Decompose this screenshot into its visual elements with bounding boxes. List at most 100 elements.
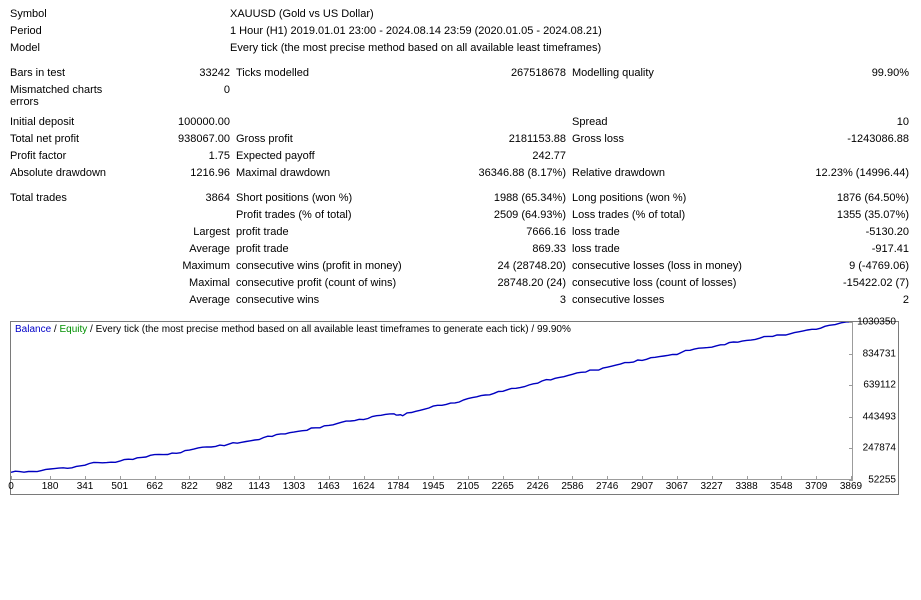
ticks-value: 267518678 xyxy=(446,67,572,79)
chart-y-tick-label: 639112 xyxy=(863,380,896,391)
largest-profit-label: profit trade xyxy=(236,226,446,238)
chart-y-tick-label: 1030350 xyxy=(857,317,896,328)
maximal-label: Maximal xyxy=(130,277,236,289)
long-value: 1876 (64.50%) xyxy=(772,192,911,204)
grossprofit-label: Gross profit xyxy=(236,133,446,145)
consw2-value: 3 xyxy=(446,294,572,306)
consloss-value: -15422.02 (7) xyxy=(772,277,911,289)
chart-x-tick-label: 1945 xyxy=(422,481,444,492)
chart-x-tick-label: 982 xyxy=(216,481,233,492)
chart-x-tick-label: 2426 xyxy=(527,481,549,492)
short-value: 1988 (65.34%) xyxy=(446,192,572,204)
maxdd-value: 36346.88 (8.17%) xyxy=(446,167,572,179)
long-label: Long positions (won %) xyxy=(572,192,772,204)
chart-x-tick-label: 2746 xyxy=(596,481,618,492)
total-value: 3864 xyxy=(130,192,236,204)
period-value: 1 Hour (H1) 2019.01.01 23:00 - 2024.08.1… xyxy=(230,25,911,37)
ep-label: Expected payoff xyxy=(236,150,446,162)
total-label: Total trades xyxy=(10,192,130,204)
chart-x-tick-label: 1463 xyxy=(318,481,340,492)
quality-value: 99.90% xyxy=(772,67,911,79)
reldd-label: Relative drawdown xyxy=(572,167,772,179)
netprofit-value: 938067.00 xyxy=(130,133,236,145)
chart-y-tick-label: 52255 xyxy=(868,475,896,486)
largest-loss-label: loss trade xyxy=(572,226,772,238)
largest-profit-value: 7666.16 xyxy=(446,226,572,238)
chart-x-tick-label: 1303 xyxy=(283,481,305,492)
chart-y-tick-label: 443493 xyxy=(863,411,896,422)
reldd-value: 12.23% (14996.44) xyxy=(772,167,911,179)
chart-x-tick-label: 3709 xyxy=(805,481,827,492)
conslosses-label: consecutive losses (loss in money) xyxy=(572,260,772,272)
chart-x-tick-label: 180 xyxy=(42,481,59,492)
pf-value: 1.75 xyxy=(130,150,236,162)
maxdd-label: Maximal drawdown xyxy=(236,167,446,179)
chart-x-tick-label: 3548 xyxy=(770,481,792,492)
absdd-label: Absolute drawdown xyxy=(10,167,130,179)
chart-y-tick-label: 834731 xyxy=(863,348,896,359)
bars-value: 33242 xyxy=(130,67,236,79)
equity-chart: Balance / Equity / Every tick (the most … xyxy=(10,321,899,495)
chart-x-tick-label: 2265 xyxy=(492,481,514,492)
chart-x-axis: 0180341501662822982114313031463162417841… xyxy=(11,479,853,494)
spread-label: Spread xyxy=(572,116,772,128)
chart-header: Balance / Equity / Every tick (the most … xyxy=(15,324,571,335)
netprofit-label: Total net profit xyxy=(10,133,130,145)
chart-x-tick-label: 822 xyxy=(181,481,198,492)
chart-x-tick-label: 662 xyxy=(146,481,163,492)
chart-equity-label: Equity xyxy=(59,324,87,335)
ltrades-label: Loss trades (% of total) xyxy=(572,209,772,221)
ticks-label: Ticks modelled xyxy=(236,67,446,79)
consprofit-label: consecutive profit (count of wins) xyxy=(236,277,446,289)
consl2-value: 2 xyxy=(772,294,911,306)
strategy-report: Symbol XAUUSD (Gold vs US Dollar) Period… xyxy=(10,8,911,495)
model-value: Every tick (the most precise method base… xyxy=(230,42,911,54)
chart-x-tick-label: 1784 xyxy=(387,481,409,492)
conswins-value: 24 (28748.20) xyxy=(446,260,572,272)
bars-label: Bars in test xyxy=(10,67,130,79)
initdep-label: Initial deposit xyxy=(10,116,130,128)
ptrades-label: Profit trades (% of total) xyxy=(236,209,446,221)
ptrades-value: 2509 (64.93%) xyxy=(446,209,572,221)
ep-value: 242.77 xyxy=(446,150,572,162)
conslosses-value: 9 (-4769.06) xyxy=(772,260,911,272)
mismatch-value: 0 xyxy=(130,84,236,96)
short-label: Short positions (won %) xyxy=(236,192,446,204)
pf-label: Profit factor xyxy=(10,150,130,162)
chart-x-tick-label: 3067 xyxy=(666,481,688,492)
chart-x-tick-label: 2586 xyxy=(561,481,583,492)
symbol-label: Symbol xyxy=(10,8,130,20)
period-label: Period xyxy=(10,25,130,37)
chart-y-tick-label: 247874 xyxy=(863,443,896,454)
quality-label: Modelling quality xyxy=(572,67,772,79)
model-label: Model xyxy=(10,42,130,54)
chart-x-tick-label: 3388 xyxy=(735,481,757,492)
largest-loss-value: -5130.20 xyxy=(772,226,911,238)
chart-balance-label: Balance xyxy=(15,324,51,335)
chart-x-tick-label: 2105 xyxy=(457,481,479,492)
chart-x-tick-label: 3227 xyxy=(700,481,722,492)
average-label: Average xyxy=(130,243,236,255)
avg-profit-label: profit trade xyxy=(236,243,446,255)
chart-model-label: Every tick (the most precise method base… xyxy=(96,324,571,335)
consl2-label: consecutive losses xyxy=(572,294,772,306)
chart-x-tick-label: 341 xyxy=(77,481,94,492)
grossprofit-value: 2181153.88 xyxy=(446,133,572,145)
average2-label: Average xyxy=(130,294,236,306)
absdd-value: 1216.96 xyxy=(130,167,236,179)
avg-loss-label: loss trade xyxy=(572,243,772,255)
ltrades-value: 1355 (35.07%) xyxy=(772,209,911,221)
avg-loss-value: -917.41 xyxy=(772,243,911,255)
consloss-label: consecutive loss (count of losses) xyxy=(572,277,772,289)
grossloss-value: -1243086.88 xyxy=(772,133,911,145)
maximum-label: Maximum xyxy=(130,260,236,272)
chart-x-tick-label: 0 xyxy=(8,481,14,492)
chart-x-tick-label: 3869 xyxy=(840,481,862,492)
consw2-label: consecutive wins xyxy=(236,294,446,306)
chart-x-tick-label: 1143 xyxy=(248,481,270,492)
chart-y-axis: 522552478744434936391128347311030350 xyxy=(852,322,898,480)
conswins-label: consecutive wins (profit in money) xyxy=(236,260,446,272)
chart-x-tick-label: 2907 xyxy=(631,481,653,492)
initdep-value: 100000.00 xyxy=(130,116,236,128)
chart-x-tick-label: 501 xyxy=(111,481,128,492)
